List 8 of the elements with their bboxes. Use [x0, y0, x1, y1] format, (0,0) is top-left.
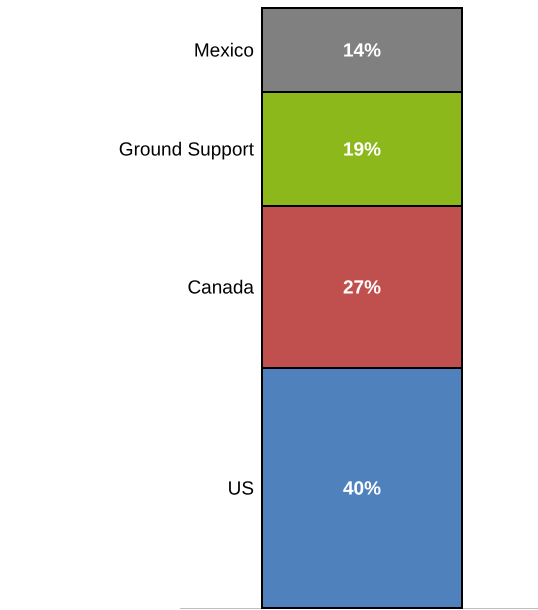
data-label: 14%	[342, 40, 382, 62]
series-label: Canada	[187, 278, 254, 299]
data-label: 40%	[342, 478, 382, 500]
data-label: 27%	[342, 278, 382, 299]
series-label: Ground Support	[118, 140, 255, 161]
data-label: 19%	[342, 140, 382, 161]
series-label: Mexico	[194, 40, 254, 62]
series-label: US	[228, 478, 254, 500]
